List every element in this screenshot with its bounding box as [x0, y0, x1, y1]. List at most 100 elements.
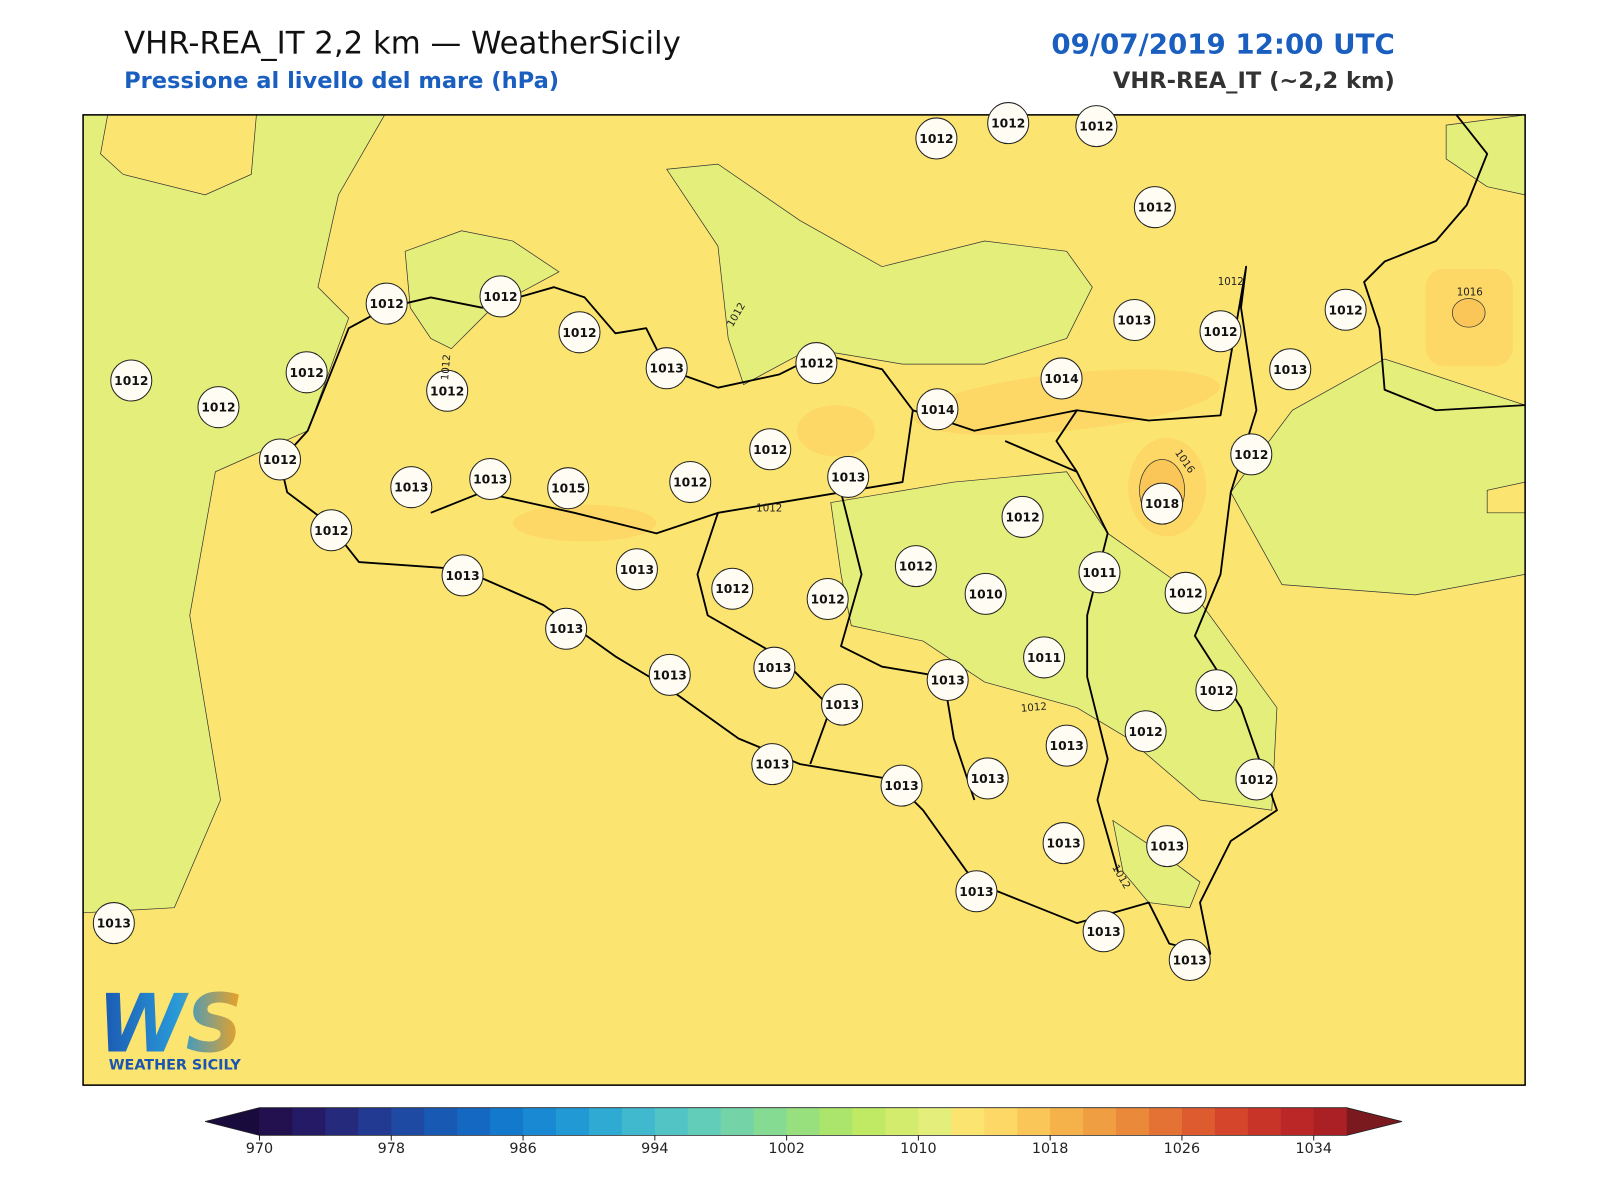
station-marker: [964, 572, 1007, 615]
station-value: 1012: [114, 374, 148, 388]
colorbar-under: [205, 1107, 260, 1136]
station-value: 1013: [1173, 954, 1207, 968]
colorbar-bin: [1313, 1107, 1348, 1136]
colorbar-bin: [786, 1107, 821, 1136]
station-marker: [916, 388, 959, 431]
high-area: [100, 114, 257, 196]
province-borders: [430, 409, 1119, 873]
colorbar-bin: [424, 1107, 458, 1136]
high-area: [512, 504, 657, 542]
station-marker: [1082, 910, 1125, 953]
colorbar-tick-label: 1018: [1032, 1141, 1069, 1157]
station-value: 1013: [831, 470, 865, 484]
colorbar-bin: [621, 1107, 656, 1136]
contour-label: 1012: [1218, 276, 1244, 288]
station-marker: [197, 386, 240, 429]
colorbar-bin: [1214, 1107, 1249, 1136]
station-value: 1012: [715, 582, 749, 596]
station-value: 1012: [1169, 586, 1203, 600]
colorbar-bin: [687, 1107, 722, 1136]
contour-label: 1012: [1020, 701, 1047, 715]
colorbar-bin: [1050, 1107, 1084, 1136]
colorbar-bin: [1116, 1107, 1150, 1136]
station-value: 1012: [290, 366, 324, 380]
colorbar-tick-label: 970: [246, 1141, 273, 1157]
station-value: 1013: [825, 698, 859, 712]
title: VHR-REA_IT 2,2 km — WeatherSicily: [124, 25, 681, 61]
station-marker: [894, 545, 937, 588]
station-value: 1014: [1044, 372, 1078, 386]
station-value: 1013: [1117, 314, 1151, 328]
colorbar-bin: [951, 1107, 985, 1136]
colorbar-tick-label: 986: [509, 1141, 536, 1157]
station-marker: [365, 282, 408, 325]
station-value: 1012: [201, 401, 235, 415]
station-value: 1012: [991, 117, 1025, 131]
station-value: 1013: [97, 917, 131, 931]
station-value: 1012: [370, 297, 404, 311]
station-value: 1012: [899, 560, 933, 574]
station-value: 1013: [1150, 840, 1184, 854]
station-marker: [258, 438, 302, 481]
colorbar-bin: [1017, 1107, 1051, 1136]
station-marker: [1078, 551, 1121, 594]
station-value: 1012: [1129, 725, 1163, 739]
station-value: 1015: [551, 482, 585, 496]
station-value: 1013: [650, 362, 684, 376]
station-value: 1012: [1234, 448, 1268, 462]
station-marker: [926, 658, 969, 702]
contour-label: 1016: [1457, 286, 1483, 298]
colorbar-bin: [1083, 1107, 1117, 1136]
high-core: [1451, 298, 1486, 328]
colorbar-bin: [523, 1107, 557, 1136]
station-value: 1012: [430, 384, 464, 398]
station-marker: [669, 461, 712, 504]
station-marker: [92, 902, 135, 945]
station-value: 1013: [971, 772, 1005, 786]
station-value: 1018: [1145, 497, 1179, 511]
station-value: 1013: [755, 758, 789, 772]
station-marker: [310, 509, 353, 552]
colorbar-bin: [358, 1107, 392, 1136]
colorbar-bin: [490, 1107, 524, 1136]
datetime: 09/07/2019 12:00 UTC: [1051, 27, 1394, 60]
station-marker: [615, 548, 658, 591]
low-area: [1445, 114, 1526, 196]
stations: 1012 1012 1012 1012 1012 1012 1012 1013 1012 1013…: [92, 102, 1367, 982]
station-marker: [469, 457, 512, 500]
logo-name: WEATHER SICILY: [109, 1058, 242, 1074]
station-marker: [547, 467, 590, 510]
station-value: 1013: [1273, 363, 1307, 377]
station-value: 1012: [314, 524, 348, 538]
station-value: 1012: [811, 593, 845, 607]
station-marker: [1146, 825, 1189, 868]
colorbar-bin: [918, 1107, 952, 1136]
colorbar-tick-label: 1002: [768, 1141, 805, 1157]
colorbar-tick-label: 1010: [900, 1141, 937, 1157]
station-value: 1012: [799, 357, 833, 371]
station-value: 1012: [263, 453, 297, 467]
station-value: 1011: [1082, 566, 1116, 580]
colorbar-tick-label: 1034: [1295, 1141, 1332, 1157]
subtitle: Pressione al livello del mare (hPa): [124, 68, 559, 94]
station-value: 1013: [1046, 837, 1080, 851]
colorbar-tick-label: 1026: [1164, 1141, 1201, 1157]
colorbar-bin: [457, 1107, 491, 1136]
station-marker: [955, 870, 998, 913]
station-marker: [749, 428, 792, 471]
station-value: 1012: [1203, 325, 1237, 339]
colorbar-bin: [984, 1107, 1018, 1136]
station-marker: [1042, 822, 1085, 865]
station-marker: [1168, 938, 1211, 982]
map-frame: [82, 114, 1526, 1086]
contour-label: 1012: [439, 354, 453, 381]
contour-label: 1012: [756, 503, 782, 515]
high-area: [913, 369, 1220, 435]
high-area: [796, 405, 875, 457]
station-marker: [1001, 495, 1044, 538]
station-value: 1012: [1199, 684, 1233, 698]
station-value: 1013: [959, 885, 993, 899]
low-area: [1230, 358, 1526, 596]
station-marker: [821, 683, 864, 726]
